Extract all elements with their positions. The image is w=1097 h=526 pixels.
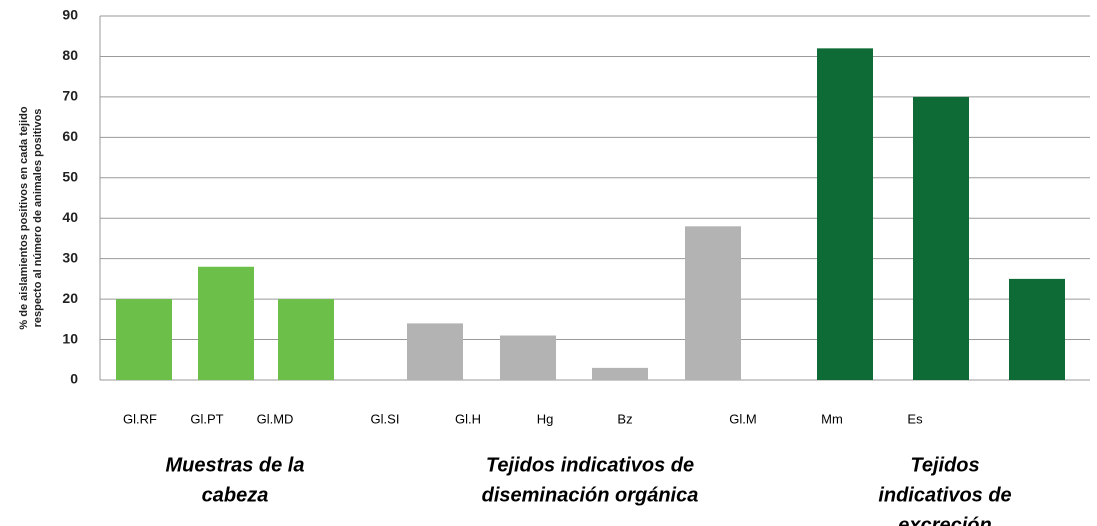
y-tick-label: 80	[62, 47, 78, 63]
y-tick-label: 70	[62, 88, 78, 104]
x-tick-label: Gl.H	[455, 411, 481, 426]
bar	[198, 266, 254, 380]
group-label: cabeza	[202, 484, 269, 506]
x-tick-label: Gl.M	[729, 411, 756, 426]
bar	[817, 48, 873, 380]
y-tick-label: 30	[62, 249, 78, 265]
bar	[500, 335, 556, 380]
y-label-line: % de aislamientos positivos en cada teji…	[18, 106, 30, 329]
bar	[592, 367, 648, 380]
group-label: excreción	[898, 514, 991, 526]
y-tick-label: 0	[70, 371, 78, 387]
group-label: Tejidos indicativos de	[486, 454, 694, 476]
group-label: indicativos de	[878, 484, 1011, 506]
bar	[407, 323, 463, 380]
y-tick-label: 40	[62, 209, 78, 225]
bar	[278, 299, 334, 380]
x-tick-label: Gl.RF	[123, 411, 157, 426]
x-tick-label: Gl.MD	[257, 411, 294, 426]
group-label: Muestras de la	[166, 454, 305, 476]
y-tick-label: 90	[62, 7, 78, 23]
group-label: diseminación orgánica	[482, 484, 699, 506]
x-tick-label: Hg	[537, 411, 554, 426]
x-tick-label: Es	[907, 411, 923, 426]
bar	[913, 96, 969, 380]
y-label-line: respecto al número de animales positivos	[32, 109, 44, 328]
y-tick-label: 10	[62, 330, 78, 346]
bar	[1009, 278, 1065, 380]
x-tick-label: Mm	[821, 411, 843, 426]
bar	[116, 299, 172, 380]
x-tick-label: Bz	[617, 411, 632, 426]
y-tick-label: 20	[62, 290, 78, 306]
bar	[685, 226, 741, 380]
y-tick-label: 60	[62, 128, 78, 144]
y-tick-label: 50	[62, 168, 78, 184]
y-axis-label: % de aislamientos positivos en cada teji…	[18, 106, 44, 329]
x-tick-label: Gl.PT	[190, 411, 223, 426]
group-label: Tejidos	[910, 454, 979, 476]
x-tick-label: Gl.SI	[371, 411, 400, 426]
